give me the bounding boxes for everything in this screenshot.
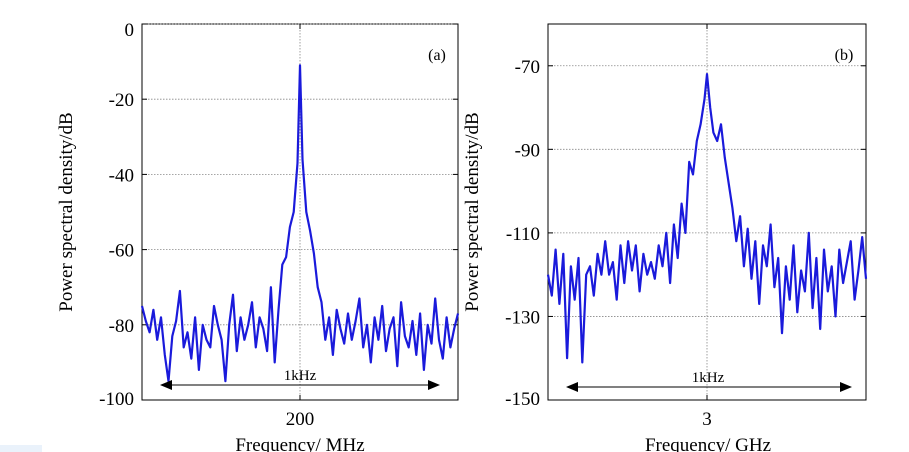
spectrum-line (140, 64, 460, 383)
y-ticks: 0 -20 -40 -60 -80 -100 (99, 20, 458, 410)
span-arrowhead-right (840, 382, 852, 392)
y-tick-label: -90 (515, 140, 540, 161)
y-tick-label: -110 (506, 224, 540, 245)
x-ticks: 3 (702, 24, 712, 430)
gridlines (548, 24, 866, 400)
y-tick-label: -70 (515, 57, 540, 78)
y-axis-title: Power spectral density/dB (462, 112, 483, 311)
span-arrow (160, 380, 440, 390)
x-ticks: 200 (286, 24, 315, 430)
panel-label: (a) (428, 47, 446, 64)
y-tick-label: -60 (109, 241, 134, 262)
y-tick-label: -80 (109, 316, 134, 337)
x-axis-title: Frequency/ MHz (235, 435, 364, 452)
y-tick-label: -40 (109, 165, 134, 186)
corner-mark (0, 445, 42, 452)
spectrum-line (546, 72, 868, 364)
series-line (140, 64, 460, 383)
x-tick-label: 3 (702, 409, 712, 430)
y-tick-label: 0 (125, 20, 135, 41)
y-tick-label: -100 (99, 389, 134, 410)
span-label: 1kHz (692, 370, 725, 386)
span-arrowhead-right (428, 380, 440, 390)
x-axis-title: Frequency/ GHz (645, 435, 771, 452)
x-tick-label: 200 (286, 409, 315, 430)
y-tick-label: -150 (505, 389, 540, 410)
y-tick-label: -20 (109, 90, 134, 111)
panel-label: (b) (835, 47, 854, 64)
span-arrowhead-left (160, 380, 172, 390)
gridlines (142, 23, 458, 400)
span-arrow (566, 382, 852, 392)
series-line (546, 72, 868, 364)
y-tick-label: -130 (505, 307, 540, 328)
chart-panel-b: -70 -90 -110 -130 -150 3 (b) 1kHz Frequency/… (462, 23, 868, 452)
span-arrowhead-left (566, 382, 578, 392)
chart-panel-a: 0 -20 -40 -60 -80 -100 200 (a) 1kHz Frequency… (56, 20, 460, 452)
span-label: 1kHz (284, 368, 317, 384)
y-ticks: -70 -90 -110 -130 -150 (505, 57, 866, 410)
y-axis-title: Power spectral density/dB (56, 112, 77, 311)
